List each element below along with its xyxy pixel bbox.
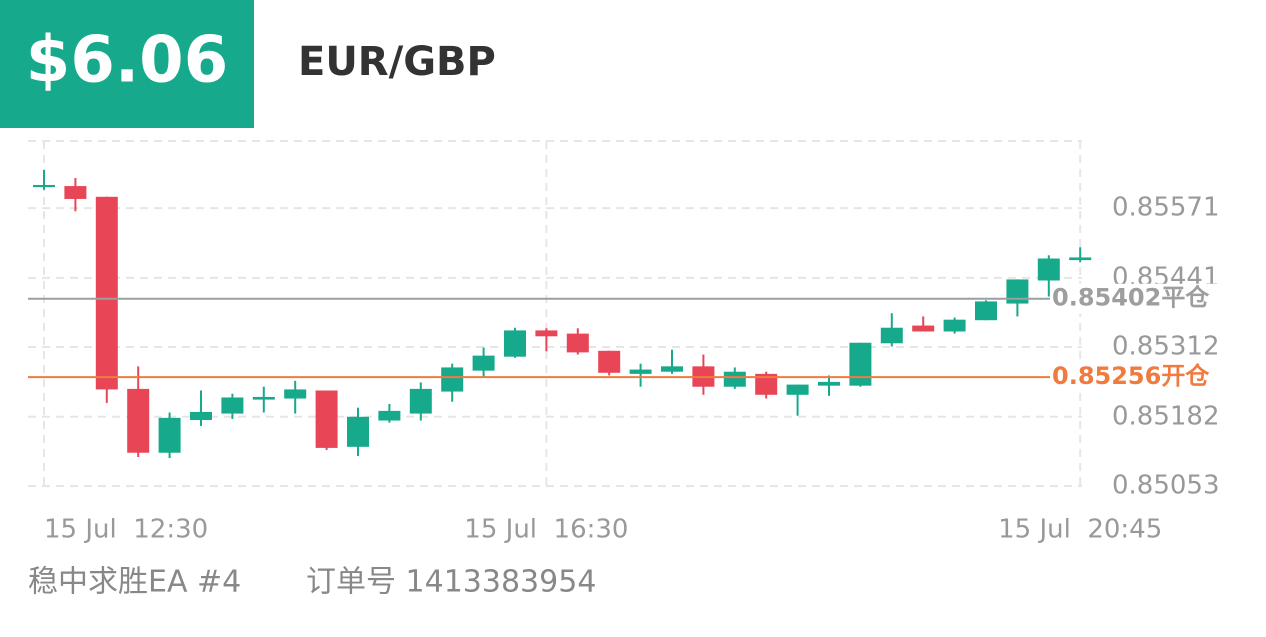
reference-label-bg	[1050, 362, 1228, 393]
x-tick-label: 15 Jul 20:45	[998, 515, 1162, 545]
reference-label: 0.85402平仓	[1052, 284, 1210, 312]
candle-body	[786, 384, 809, 395]
candle-body	[252, 396, 275, 400]
candle-body	[755, 373, 778, 395]
candle-body	[880, 327, 903, 344]
y-tick-label: 0.85571	[1112, 193, 1220, 223]
y-tick-label: 0.85182	[1112, 401, 1220, 431]
candle-body	[723, 371, 746, 387]
candle-body	[221, 397, 244, 414]
candle-body	[566, 333, 589, 353]
candle-body	[441, 367, 464, 392]
y-tick-label: 0.85312	[1112, 332, 1220, 362]
y-tick-label: 0.85053	[1112, 471, 1220, 501]
candle-body	[190, 411, 212, 421]
candle-body	[95, 196, 118, 390]
order-number: 订单号 1413383954	[306, 565, 596, 600]
candle-body	[1069, 257, 1092, 261]
amount-badge	[0, 0, 254, 128]
candle-body	[912, 325, 935, 332]
candle-body	[1006, 279, 1029, 304]
reference-label: 0.85256开仓	[1052, 362, 1210, 390]
candle-body	[33, 184, 55, 188]
candle-body	[472, 355, 495, 371]
candle-body	[315, 390, 338, 448]
symbol: EUR/GBP	[298, 39, 496, 85]
candle-body	[158, 417, 181, 453]
candle-body	[849, 342, 872, 386]
x-tick-label: 15 Jul 12:30	[44, 515, 208, 545]
candle-body	[661, 366, 683, 372]
candle-body	[943, 319, 966, 332]
amount: $6.06	[26, 24, 228, 98]
candle-body	[598, 350, 621, 373]
candle-body	[127, 388, 150, 453]
candle-body	[818, 381, 840, 386]
candle-body	[629, 369, 652, 374]
x-tick-label: 15 Jul 16:30	[464, 515, 628, 545]
candle-body	[64, 186, 87, 199]
reference-label-bg	[1050, 283, 1228, 314]
candle-body	[378, 410, 401, 421]
candle-body	[1037, 258, 1060, 281]
candle-body	[975, 301, 997, 321]
candle-body	[409, 388, 432, 414]
candle-body	[284, 389, 307, 399]
candle-body	[504, 330, 526, 357]
candle-body	[535, 330, 558, 337]
ea-name: 稳中求胜EA #4	[28, 565, 241, 600]
candle-body	[347, 416, 369, 447]
